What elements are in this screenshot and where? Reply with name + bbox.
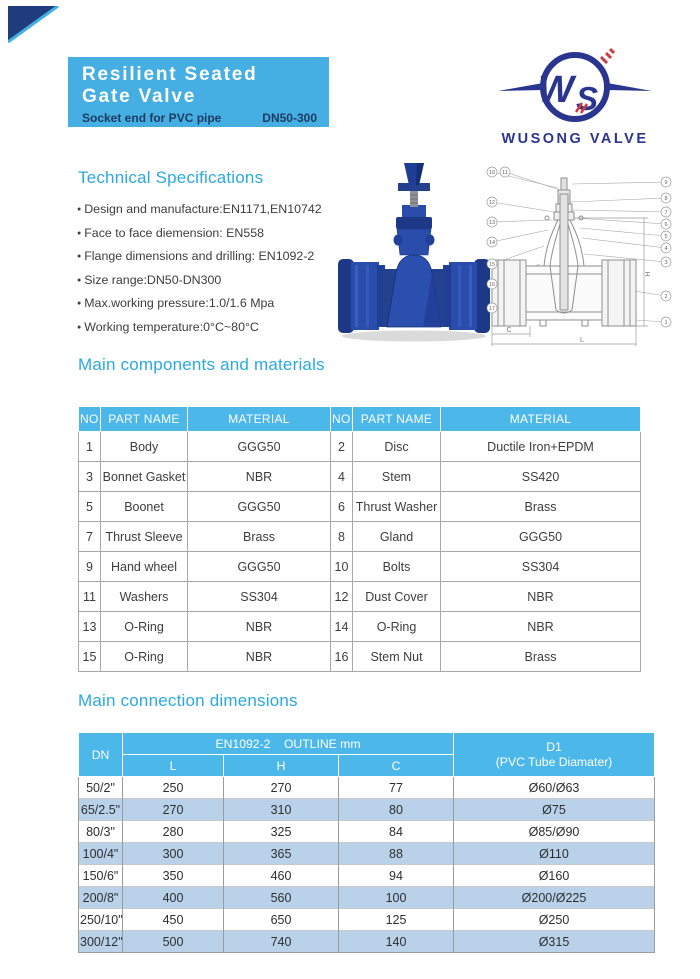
svg-text:13: 13 bbox=[489, 220, 495, 226]
svg-text:9: 9 bbox=[664, 180, 667, 186]
spec-item: Face to face diemension: EN558 bbox=[77, 222, 322, 246]
diagram-body bbox=[491, 177, 637, 327]
col-header: MATERIAL bbox=[440, 406, 641, 432]
corner-triangle-decoration bbox=[8, 6, 59, 44]
dim-label-l: L bbox=[580, 337, 584, 344]
spec-item: Flange dimensions and drilling: EN1092-2 bbox=[77, 245, 322, 269]
col-header: PART NAME bbox=[352, 406, 441, 432]
table-row: 3 Bonnet Gasket NBR 4 Stem SS420 bbox=[78, 461, 641, 492]
title-banner: Resilient Seated Gate Valve Socket end f… bbox=[68, 57, 329, 127]
col-header-c: C bbox=[338, 754, 454, 777]
table-row: 250/10" 450 650 125 Ø250 bbox=[78, 908, 655, 931]
spec-item: Design and manufacture:EN1171,EN10742 bbox=[77, 198, 321, 222]
col-header-h: H bbox=[223, 754, 339, 777]
svg-text:10: 10 bbox=[489, 170, 495, 176]
spec-item: Max.working pressure:1.0/1.6 Mpa bbox=[77, 292, 322, 316]
col-header-dn: DN bbox=[78, 732, 123, 777]
table-row: 50/2" 250 270 77 Ø60/Ø63 bbox=[78, 776, 655, 799]
table-row: 15 O-Ring NBR 16 Stem Nut Brass bbox=[78, 641, 641, 672]
dim-label-c: C bbox=[506, 327, 511, 334]
table-row: 100/4" 300 365 88 Ø110 bbox=[78, 842, 655, 865]
spec-item: Size range:DN50-DN300 bbox=[77, 269, 322, 293]
dim-label-h: H bbox=[645, 271, 652, 276]
col-header-d1: D1 (PVC Tube Diamater) bbox=[453, 732, 655, 777]
logo-letter-w: W bbox=[538, 69, 577, 111]
table-row: 11 Washers SS304 12 Dust Cover NBR bbox=[78, 581, 641, 612]
svg-text:16: 16 bbox=[489, 282, 495, 288]
dimensions-header-row1: DN EN1092-2 OUTLINE mm D1 (PVC Tube Diam… bbox=[78, 732, 655, 777]
svg-text:2: 2 bbox=[664, 294, 667, 300]
table-row: 1 Body GGG50 2 Disc Ductile Iron+EPDM bbox=[78, 431, 641, 462]
components-table: NO. PART NAME MATERIAL NO. PART NAME MAT… bbox=[78, 406, 641, 672]
col-header-outline: EN1092-2 OUTLINE mm bbox=[122, 732, 454, 755]
col-header: NO. bbox=[330, 406, 354, 432]
logo-red-slashes-icon bbox=[574, 102, 589, 114]
svg-text:4: 4 bbox=[664, 246, 667, 252]
product-title: Resilient Seated Gate Valve bbox=[82, 64, 317, 107]
table-row: 65/2.5" 270 310 80 Ø75 bbox=[78, 798, 655, 821]
product-subtitle: Socket end for PVC pipe DN50-300 bbox=[82, 111, 317, 125]
spec-item: Working temperature:0°C~80°C bbox=[77, 316, 322, 340]
col-header: NO. bbox=[78, 406, 102, 432]
dimensions-heading: Main connection dimensions bbox=[78, 691, 298, 710]
svg-text:12: 12 bbox=[489, 200, 495, 206]
valve-photo bbox=[338, 163, 490, 342]
table-row: 13 O-Ring NBR 14 O-Ring NBR bbox=[78, 611, 641, 642]
dimensions-table: DN EN1092-2 OUTLINE mm D1 (PVC Tube Diam… bbox=[78, 732, 655, 953]
table-row: 200/8" 400 560 100 Ø200/Ø225 bbox=[78, 886, 655, 909]
col-header: PART NAME bbox=[100, 406, 188, 432]
svg-text:8: 8 bbox=[664, 196, 667, 202]
tech-specs-list: Design and manufacture:EN1171,EN10742 Fa… bbox=[77, 198, 322, 340]
company-logo: W S bbox=[498, 47, 652, 122]
svg-text:5: 5 bbox=[664, 234, 667, 240]
svg-text:6: 6 bbox=[664, 222, 667, 228]
diagram-dimension-lines bbox=[491, 217, 648, 346]
subtitle-text: Socket end for PVC pipe bbox=[82, 111, 222, 125]
table-row: 300/12" 500 740 140 Ø315 bbox=[78, 930, 655, 953]
svg-text:14: 14 bbox=[489, 240, 495, 246]
components-heading: Main components and materials bbox=[78, 355, 325, 374]
logo-left-wing bbox=[498, 83, 543, 91]
svg-text:15: 15 bbox=[489, 262, 495, 268]
svg-text:7: 7 bbox=[664, 210, 667, 216]
svg-text:11: 11 bbox=[502, 170, 508, 176]
svg-text:3: 3 bbox=[664, 260, 667, 266]
logo-letter-s: S bbox=[576, 80, 598, 117]
product-title-line1: Resilient Seated bbox=[82, 64, 258, 85]
table-row: 5 Boonet GGG50 6 Thrust Washer Brass bbox=[78, 491, 641, 522]
col-header: MATERIAL bbox=[187, 406, 331, 432]
dimensions-header-row2: L H C bbox=[79, 754, 655, 777]
table-row: 7 Thrust Sleeve Brass 8 Gland GGG50 bbox=[78, 521, 641, 552]
diagram-callout-numbers: 10 11 12 13 14 15 16 17 9 8 7 6 5 4 3 2 1 bbox=[489, 170, 668, 326]
product-title-line2: Gate Valve bbox=[82, 85, 197, 107]
table-row: 9 Hand wheel GGG50 10 Bolts SS304 bbox=[78, 551, 641, 582]
valve-diagram: C L H 10 11 12 13 14 15 16 17 9 8 7 6 5 4 3 2 1 bbox=[486, 166, 672, 346]
size-range-text: DN50-300 bbox=[262, 111, 317, 125]
logo-right-wing bbox=[607, 83, 652, 91]
col-header-l: L bbox=[122, 754, 224, 777]
diagram-callouts bbox=[486, 166, 672, 328]
logo-red-dashes-icon bbox=[599, 47, 616, 65]
company-name: WUSONG VALVE bbox=[501, 131, 649, 147]
tech-specs-heading: Technical Specifications bbox=[78, 168, 264, 187]
svg-text:17: 17 bbox=[489, 306, 495, 312]
table-row: 150/6" 350 460 94 Ø160 bbox=[78, 864, 655, 887]
svg-text:1: 1 bbox=[664, 320, 667, 326]
components-header-row: NO. PART NAME MATERIAL NO. PART NAME MAT… bbox=[78, 406, 641, 432]
table-row: 80/3" 280 325 84 Ø85/Ø90 bbox=[78, 820, 655, 843]
